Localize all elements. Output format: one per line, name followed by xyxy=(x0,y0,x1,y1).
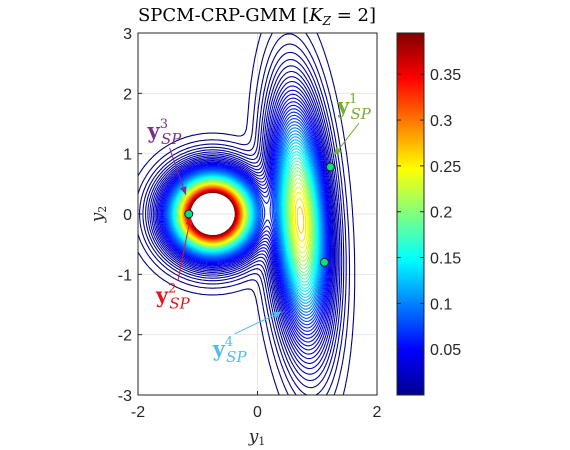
y-tick-label: -3 xyxy=(118,388,132,405)
contour-line xyxy=(168,130,323,310)
contour-line xyxy=(138,33,356,395)
annotation-arrowhead xyxy=(272,311,282,319)
colorbar-tick-label: 0.05 xyxy=(430,342,461,359)
y-axis-ticks: -3 -2 -1 0 1 2 3 xyxy=(118,26,142,405)
contour-line xyxy=(176,163,315,277)
colorbar-tick-label: 0.15 xyxy=(430,251,461,268)
annotation-arrow xyxy=(177,216,192,281)
x-tick-label: 2 xyxy=(373,404,382,421)
contour-line xyxy=(139,33,347,395)
y-tick-label: 1 xyxy=(123,147,132,164)
contour-line xyxy=(149,65,339,375)
contour-line xyxy=(161,104,330,336)
colorbar-ticks: 0.05 0.1 0.15 0.2 0.25 0.3 0.35 xyxy=(397,67,461,359)
y-tick-label: 3 xyxy=(123,26,132,43)
contour-line xyxy=(179,182,311,258)
contour-line xyxy=(138,33,351,395)
contour-line xyxy=(186,189,239,239)
contour-line xyxy=(185,188,240,240)
annotation-arrow xyxy=(169,147,187,195)
annotation-arrow xyxy=(234,311,282,335)
contour-line xyxy=(166,124,325,316)
contour-line xyxy=(185,187,241,241)
contour-line xyxy=(181,184,307,244)
chart-title: SPCM-CRP-GMM [KZ = 2] xyxy=(138,5,376,28)
contour-line xyxy=(178,177,312,263)
contour-line xyxy=(170,139,321,301)
annotations: y1 SP y3 SP y2 SP y4 SP xyxy=(147,92,372,366)
data-points xyxy=(184,162,335,267)
contour-line xyxy=(167,127,324,313)
contour-line xyxy=(178,174,313,266)
x-tick-label: 0 xyxy=(253,404,262,421)
data-point xyxy=(319,257,329,267)
contour-line xyxy=(174,157,317,283)
contour-line xyxy=(160,101,331,339)
contour-line xyxy=(173,151,318,289)
contour-line xyxy=(162,108,329,332)
annotation-label: y3 SP xyxy=(147,117,183,148)
contour-line xyxy=(145,51,343,389)
annotation-label: y4 SP xyxy=(212,335,248,366)
contour-line xyxy=(164,114,327,326)
contour-line xyxy=(177,170,314,270)
contour-line xyxy=(155,85,334,355)
contour-line xyxy=(147,58,341,382)
contour-line xyxy=(172,148,319,292)
contour-lines xyxy=(138,33,356,395)
annotation-label: y1 SP xyxy=(336,92,372,123)
x-axis-ticks: -2 0 2 xyxy=(131,391,382,421)
y-tick-label: 0 xyxy=(123,207,132,224)
contour-line xyxy=(175,160,316,280)
contour-line xyxy=(181,184,305,244)
contour-line xyxy=(172,145,320,295)
contour-line xyxy=(159,97,332,343)
data-point xyxy=(184,209,194,219)
annotation-arrowhead xyxy=(179,185,187,195)
contour-line xyxy=(152,76,337,364)
x-axis-label: y1 xyxy=(248,427,266,448)
y-tick-label: -1 xyxy=(118,267,132,284)
contour-line xyxy=(188,191,237,237)
contour-line xyxy=(156,89,333,351)
annotation-arrowhead xyxy=(333,147,342,156)
contour-line xyxy=(174,154,318,286)
contour-line xyxy=(180,183,308,249)
contour-line xyxy=(165,121,326,319)
annotation-label: y2 SP xyxy=(155,282,191,313)
contour-line xyxy=(163,111,328,329)
x-tick-label: -2 xyxy=(131,404,145,421)
contour-line xyxy=(180,182,310,254)
contour-line xyxy=(142,43,345,395)
contour-line xyxy=(171,142,321,298)
contour-line xyxy=(186,188,240,240)
colorbar-tick-label: 0.35 xyxy=(430,67,461,84)
colorbar-tick-label: 0.25 xyxy=(430,159,461,176)
contour-line xyxy=(158,93,332,347)
contour-line xyxy=(165,117,326,323)
annotation-arrowhead xyxy=(185,217,193,226)
contour-line xyxy=(187,189,238,239)
colorbar-tick-label: 0.2 xyxy=(430,205,452,222)
y-tick-label: 2 xyxy=(123,86,132,103)
contour-line xyxy=(184,186,241,242)
contour-line xyxy=(169,136,322,304)
y-axis-label: y2 xyxy=(88,206,109,224)
data-point xyxy=(325,162,335,172)
y-tick-label: -2 xyxy=(118,328,132,345)
contour-line xyxy=(183,186,242,242)
colorbar-tick-label: 0.3 xyxy=(430,113,452,130)
colorbar-tick-label: 0.1 xyxy=(430,296,452,313)
colorbar xyxy=(396,32,425,396)
contour-line xyxy=(169,133,323,307)
contour-line xyxy=(176,167,314,274)
